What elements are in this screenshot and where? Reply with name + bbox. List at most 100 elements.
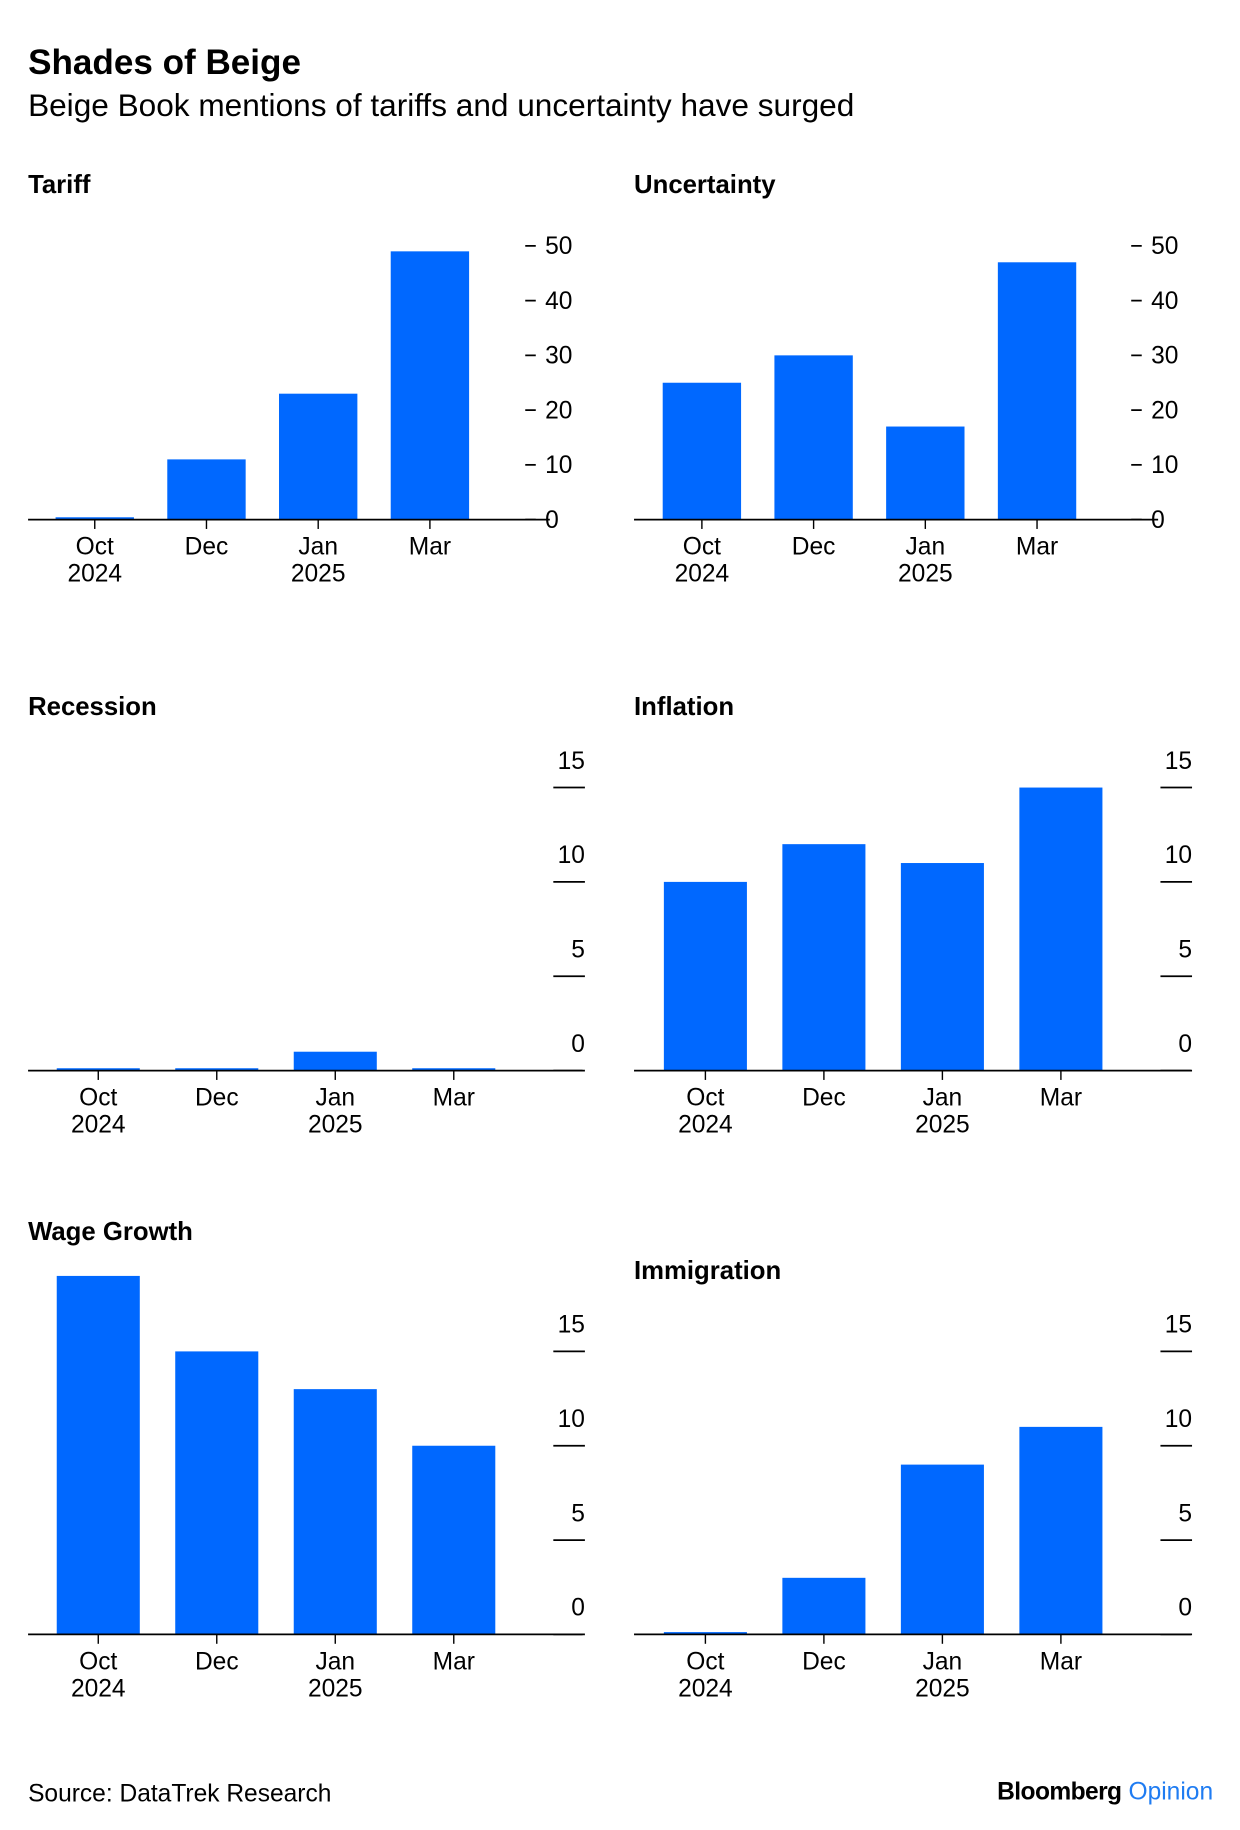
bar [175,1068,259,1071]
x-tick-label: Jan 2025 [308,1085,363,1139]
x-tick-label: Mar [409,534,451,561]
y-tick-label: 10 [545,452,572,479]
x-tick-label: Jan 2025 [291,534,346,588]
bar [886,426,965,520]
panel-title: Recession [28,693,157,721]
bar [663,1632,747,1635]
x-tick-label-line: Mar [433,1649,475,1676]
x-tick-label-line: Oct [76,534,114,561]
bar [412,1445,496,1635]
x-tick-label-line: Jan [315,1649,355,1676]
y-tick-label: 15 [1165,748,1192,775]
x-tick-label-line: Oct [686,1649,724,1676]
bar [293,1051,377,1071]
y-tick-label: 20 [545,397,572,424]
subtitle: Beige Book mentions of tariffs and uncer… [28,87,854,123]
x-tick-label-line: Dec [802,1649,846,1676]
y-tick-label: 0 [571,1595,585,1622]
y-tick-label: 15 [558,748,585,775]
y-tick-label: 30 [545,343,572,370]
x-tick-label: Oct 2024 [67,534,122,588]
y-tick-label: 15 [1165,1312,1192,1339]
bar [900,1464,984,1635]
x-tick-label-line: 2024 [71,1675,126,1702]
brand: Bloomberg Opinion [997,1778,1213,1805]
x-tick-label-line: 2024 [67,561,122,588]
title: Shades of Beige [28,43,301,82]
x-tick-label-line: 2025 [915,1675,970,1702]
y-tick-label: 30 [1151,343,1178,370]
y-tick-label: 0 [545,507,559,534]
source: Source: DataTrek Research [28,1781,331,1808]
y-tick-label: 0 [1178,1595,1192,1622]
x-tick-label-line: Jan [906,534,946,561]
brand-name: Bloomberg [997,1778,1121,1805]
x-tick-label: Dec [792,534,836,561]
y-tick-label: 10 [1165,842,1192,869]
bar [56,1068,140,1071]
y-tick-label: 5 [1178,937,1192,964]
y-tick-label: 10 [1165,1406,1192,1433]
x-tick-label-line: 2025 [308,1112,363,1139]
bar [997,262,1077,520]
x-tick-label-line: Oct [79,1085,117,1112]
x-tick-label-line: Dec [185,534,229,561]
x-tick-label: Oct 2024 [678,1649,733,1703]
x-tick-label-line: Mar [1040,1085,1082,1112]
x-tick-label: Mar [433,1085,475,1112]
bar [55,517,134,520]
bar [774,355,853,520]
x-tick-label: Mar [433,1649,475,1676]
y-tick-label: 10 [1151,452,1178,479]
y-tick-label: 50 [1151,233,1178,260]
bar [900,863,984,1071]
x-tick-label-line: 2025 [308,1675,363,1702]
x-tick-label: Jan 2025 [308,1649,363,1703]
bar [175,1351,259,1635]
x-tick-label-line: 2025 [291,561,346,588]
x-tick-label-line: Mar [1016,534,1058,561]
x-tick-label: Mar [1040,1085,1082,1112]
y-tick-label: 0 [571,1031,585,1058]
x-tick-label-line: Mar [1040,1649,1082,1676]
x-tick-label: Oct 2024 [71,1649,126,1703]
x-tick-label-line: Jan [923,1085,963,1112]
y-tick-label: 20 [1151,397,1178,424]
x-tick-label-line: Dec [195,1649,239,1676]
bar [782,844,866,1071]
x-tick-label: Dec [195,1085,239,1112]
panel-title: Inflation [634,693,734,721]
x-tick-label: Oct 2024 [678,1085,733,1139]
x-tick-label-line: 2024 [675,561,730,588]
x-tick-label: Mar [1040,1649,1082,1676]
panel-title: Uncertainty [634,171,776,199]
y-tick-label: 10 [558,842,585,869]
panel-title: Immigration [634,1257,781,1285]
y-tick-label: 50 [545,233,572,260]
bar [1019,787,1103,1071]
x-tick-label: Dec [802,1085,846,1112]
bar [663,881,747,1071]
bar [293,1389,377,1635]
brand-section: Opinion [1128,1778,1213,1805]
x-tick-label: Dec [195,1649,239,1676]
x-tick-label: Dec [802,1649,846,1676]
x-tick-label-line: Jan [315,1085,355,1112]
bar [782,1577,866,1635]
x-tick-label-line: Oct [79,1649,117,1676]
y-tick-label: 5 [571,1500,585,1527]
x-tick-label-line: Dec [802,1085,846,1112]
x-tick-label-line: Jan [923,1649,963,1676]
bar [1019,1426,1103,1635]
x-tick-label-line: 2025 [898,561,953,588]
bar [167,459,246,520]
x-tick-label: Jan 2025 [898,534,953,588]
panel-title: Wage Growth [28,1218,193,1246]
x-tick-label-line: 2025 [915,1112,970,1139]
bar [390,251,470,520]
x-tick-label-line: 2024 [678,1675,733,1702]
panel-title: Tariff [28,171,91,199]
x-tick-label-line: Oct [686,1085,724,1112]
x-tick-label: Jan 2025 [915,1649,970,1703]
